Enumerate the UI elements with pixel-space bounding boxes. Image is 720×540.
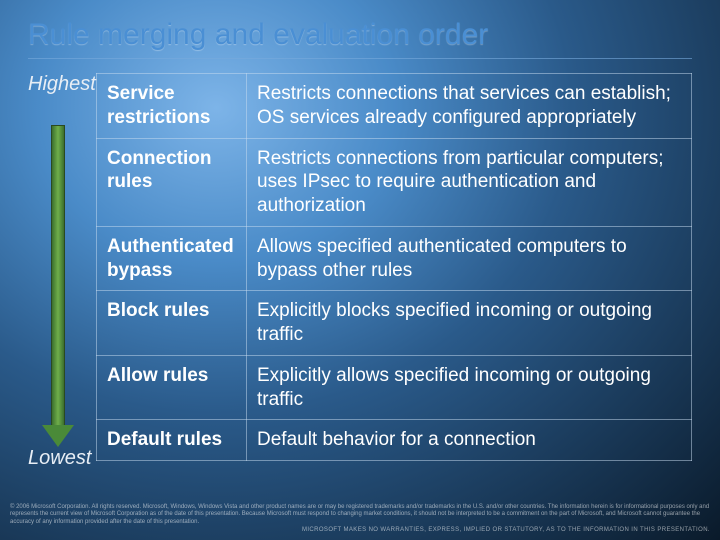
priority-high-label: Highest bbox=[28, 73, 90, 95]
arrow-head-icon bbox=[42, 425, 74, 447]
rule-desc: Restricts connections that services can … bbox=[247, 74, 692, 139]
priority-arrow bbox=[46, 125, 70, 447]
rule-name: Default rules bbox=[97, 420, 247, 461]
rule-desc: Explicitly allows specified incoming or … bbox=[247, 355, 692, 420]
rule-desc: Default behavior for a connection bbox=[247, 420, 692, 461]
rules-table: Service restrictions Restricts connectio… bbox=[96, 73, 692, 461]
table-row: Block rules Explicitly blocks specified … bbox=[97, 291, 692, 356]
rule-desc: Restricts connections from particular co… bbox=[247, 138, 692, 226]
title-divider bbox=[28, 58, 692, 59]
footer-disclaimer: © 2006 Microsoft Corporation. All rights… bbox=[10, 504, 710, 534]
table-row: Service restrictions Restricts connectio… bbox=[97, 74, 692, 139]
rule-name: Service restrictions bbox=[97, 74, 247, 139]
arrow-shaft-icon bbox=[51, 125, 65, 427]
priority-low-label: Lowest bbox=[28, 447, 91, 469]
content-area: Highest Lowest Service restrictions Rest… bbox=[28, 73, 692, 461]
rule-desc: Allows specified authenticated computers… bbox=[247, 226, 692, 291]
table-row: Connection rules Restricts connections f… bbox=[97, 138, 692, 226]
rule-name: Allow rules bbox=[97, 355, 247, 420]
rule-desc: Explicitly blocks specified incoming or … bbox=[247, 291, 692, 356]
priority-column: Highest Lowest bbox=[28, 73, 90, 461]
table-row: Allow rules Explicitly allows specified … bbox=[97, 355, 692, 420]
rule-name: Block rules bbox=[97, 291, 247, 356]
footer-line2: MICROSOFT MAKES NO WARRANTIES, EXPRESS, … bbox=[10, 527, 710, 534]
table-row: Authenticated bypass Allows specified au… bbox=[97, 226, 692, 291]
page-title: Rule merging and evaluation order bbox=[28, 18, 692, 52]
rule-name: Authenticated bypass bbox=[97, 226, 247, 291]
table-row: Default rules Default behavior for a con… bbox=[97, 420, 692, 461]
slide: Rule merging and evaluation order Highes… bbox=[0, 0, 720, 540]
footer-line1: © 2006 Microsoft Corporation. All rights… bbox=[10, 504, 710, 526]
rule-name: Connection rules bbox=[97, 138, 247, 226]
